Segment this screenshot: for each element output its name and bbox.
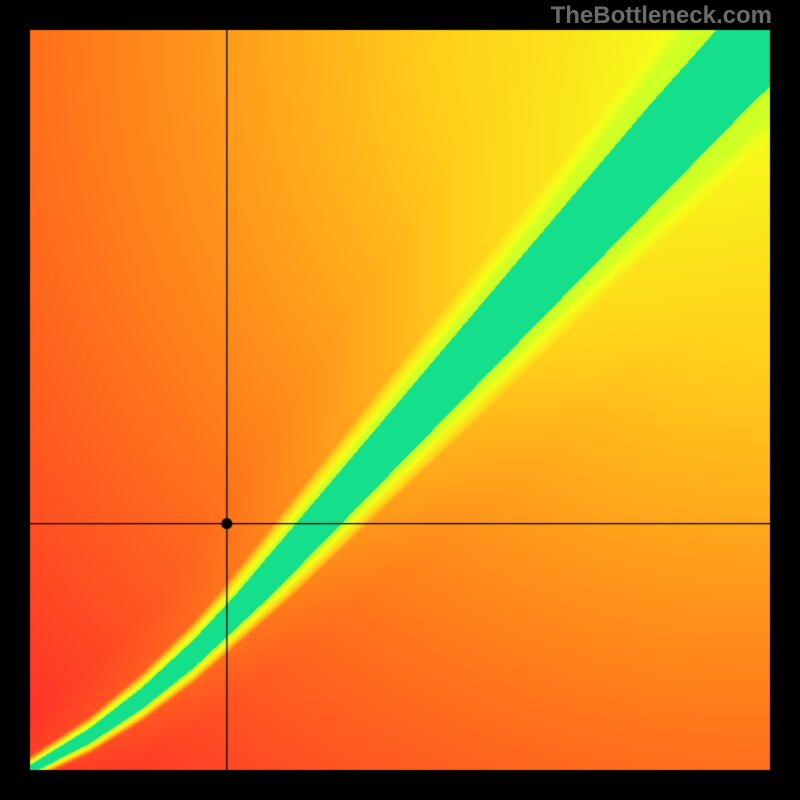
watermark-text: TheBottleneck.com	[551, 2, 772, 30]
bottleneck-heatmap	[0, 0, 800, 800]
chart-container: TheBottleneck.com	[0, 0, 800, 800]
